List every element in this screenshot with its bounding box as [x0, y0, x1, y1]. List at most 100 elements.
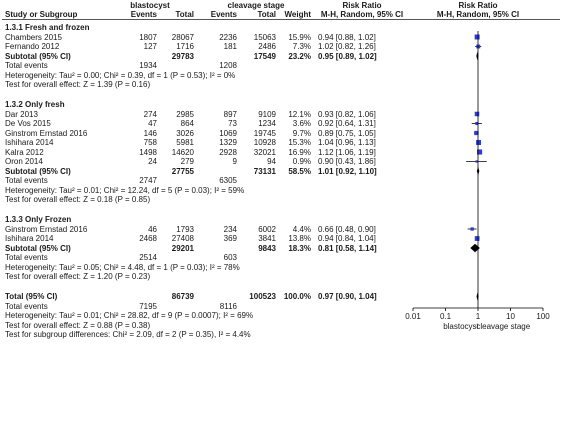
total-total2: 100523 [249, 292, 276, 301]
header-total2: Total [257, 10, 276, 19]
study-ci: 0.94 [0.88, 1.02] [318, 32, 376, 42]
subgroup-differences-text: Test for subgroup differences: Chi² = 2.… [5, 330, 251, 339]
subgroup-title: 1.3.2 Only fresh [5, 100, 65, 109]
total-label: Total (95% CI) [5, 292, 58, 301]
x-tick-label: 0.01 [405, 312, 421, 321]
study-name: Oron 2014 [5, 157, 43, 166]
study-total1: 2985 [176, 109, 194, 119]
study-total1: 279 [180, 157, 194, 166]
x-tick-label: 10 [506, 312, 515, 321]
study-events1: 2468 [139, 234, 157, 243]
study-events1: 146 [143, 128, 157, 138]
header-plot-sub: M-H, Random, 95% CI [436, 10, 520, 19]
study-events2: 897 [223, 109, 237, 119]
study-name: Chambers 2015 [5, 32, 62, 42]
study-name: Fernando 2012 [5, 42, 60, 51]
study-marker [476, 140, 482, 145]
subgroup-title: 1.3.3 Only Frozen [5, 215, 72, 224]
study-events2: 181 [223, 42, 237, 51]
study-ci: 0.92 [0.64, 1.31] [318, 119, 376, 128]
total-events-2: 8116 [219, 301, 237, 311]
study-total2: 9109 [258, 109, 276, 119]
header-events1: Events [130, 10, 157, 19]
subtotal-weight: 23.2% [288, 51, 311, 61]
study-events1: 758 [143, 138, 157, 147]
study-ci: 0.94 [0.84, 1.04] [318, 234, 376, 243]
subtotal-label: Subtotal (95% CI) [5, 243, 71, 253]
study-weight: 4.4% [292, 224, 311, 234]
study-weight: 15.9% [288, 32, 311, 42]
subtotal-weight: 58.5% [288, 166, 311, 176]
study-total1: 1716 [176, 42, 194, 51]
study-total1: 1793 [176, 224, 194, 234]
study-total1: 864 [180, 119, 194, 128]
study-events1: 127 [143, 42, 157, 51]
study-ci: 0.89 [0.75, 1.05] [318, 128, 376, 138]
heterogeneity-text: Heterogeneity: Tau² = 0.00; Chi² = 0.39,… [5, 70, 236, 80]
subtotal-weight: 18.3% [288, 243, 311, 253]
heterogeneity-text: Heterogeneity: Tau² = 0.01; Chi² = 28.82… [5, 311, 254, 320]
study-name: Ishihara 2014 [5, 138, 54, 147]
study-weight: 3.6% [292, 119, 311, 128]
subtotal-total1: 27755 [171, 166, 194, 176]
subtotal-total2: 73131 [253, 166, 276, 176]
study-total2: 10928 [253, 138, 276, 147]
subtotal-label: Subtotal (95% CI) [5, 51, 71, 61]
study-total1: 27408 [171, 234, 194, 243]
subtotal-total2: 9843 [258, 243, 276, 253]
study-name: Ginstrom Ernstad 2016 [5, 128, 88, 138]
study-marker [474, 236, 480, 241]
heterogeneity-text: Heterogeneity: Tau² = 0.05; Chi² = 4.48,… [5, 262, 240, 272]
study-events1: 1498 [139, 147, 157, 157]
overall-effect-text: Test for overall effect: Z = 0.88 (P = 0… [5, 320, 151, 330]
study-total2: 94 [267, 157, 276, 166]
study-events2: 2928 [219, 147, 237, 157]
total-ci: 0.97 [0.90, 1.04] [318, 292, 377, 301]
group-label-blastocyst: blastocyst [130, 1, 170, 10]
subtotal-diamond [476, 51, 479, 61]
subtotal-total1: 29201 [171, 243, 194, 253]
study-total1: 5981 [176, 138, 194, 147]
subtotal-total2: 17549 [253, 51, 276, 61]
total-events-1: 2747 [139, 176, 157, 185]
header-study: Study or Subgroup [5, 10, 78, 19]
header-total1: Total [175, 10, 194, 19]
overall-effect-text: Test for overall effect: Z = 0.18 (P = 0… [5, 195, 151, 204]
study-events2: 73 [228, 119, 237, 128]
favours-left-label: blastocyst [443, 322, 479, 331]
study-ci: 1.12 [1.06, 1.19] [318, 147, 376, 157]
study-ci: 1.04 [0.96, 1.13] [318, 138, 376, 147]
header-rr-sub: M-H, Random, 95% CI [320, 10, 404, 19]
total-events-2: 603 [223, 253, 237, 262]
study-events1: 46 [148, 224, 157, 234]
group-label-cleavage: cleavage stage [227, 1, 285, 10]
header-rule [2, 19, 560, 20]
total-events-1: 2514 [139, 253, 157, 262]
study-events1: 1807 [139, 32, 157, 42]
study-ci: 0.93 [0.82, 1.06] [318, 109, 376, 119]
total-events-2: 1208 [219, 61, 237, 70]
subtotal-ci: 1.01 [0.92, 1.10] [318, 166, 377, 176]
subtotal-ci: 0.81 [0.58, 1.14] [318, 243, 377, 253]
study-total2: 6002 [258, 224, 276, 234]
study-total1: 28067 [171, 32, 194, 42]
header-rr-title: Risk Ratio [342, 1, 382, 10]
study-events2: 234 [223, 224, 237, 234]
study-events2: 2236 [219, 32, 237, 42]
study-total2: 2486 [258, 42, 276, 51]
study-events2: 9 [232, 157, 237, 166]
x-tick-label: 1 [475, 312, 481, 321]
study-weight: 12.1% [288, 109, 311, 119]
study-total1: 14620 [171, 147, 194, 157]
total-events-1: 7195 [139, 301, 157, 311]
study-marker [474, 111, 480, 117]
x-tick-label: 0.1 [439, 312, 452, 321]
study-total2: 1234 [258, 119, 276, 128]
subtotal-label: Subtotal (95% CI) [5, 166, 71, 176]
study-events1: 24 [148, 157, 157, 166]
overall-effect-text: Test for overall effect: Z = 1.39 (P = 0… [5, 80, 151, 89]
study-weight: 16.9% [288, 147, 311, 157]
study-events2: 1329 [219, 138, 237, 147]
heterogeneity-text: Heterogeneity: Tau² = 0.01; Chi² = 12.24… [5, 185, 245, 195]
